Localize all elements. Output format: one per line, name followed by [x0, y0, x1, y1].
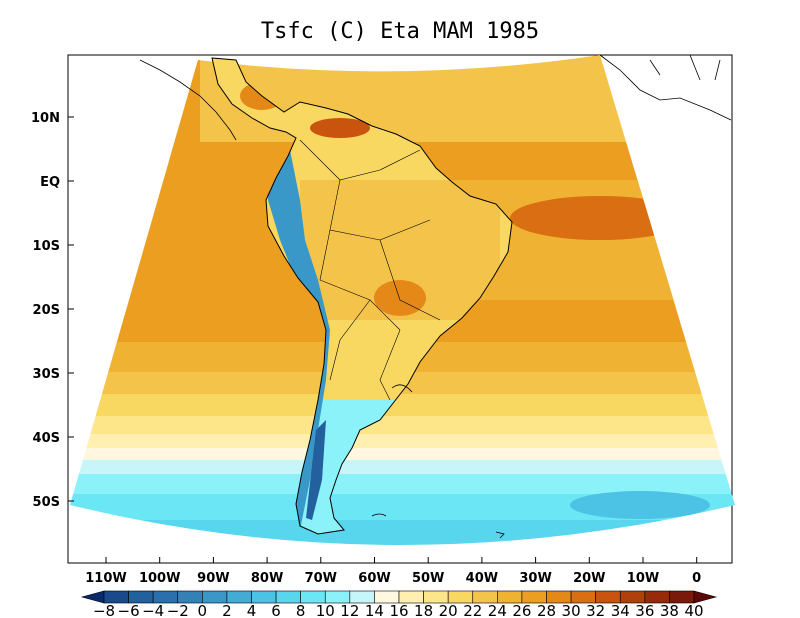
- lon-label: 80W: [251, 571, 283, 586]
- colorbar-label: 20: [439, 602, 458, 618]
- colorbar-label: 18: [414, 602, 433, 618]
- lon-label: 70W: [305, 571, 337, 586]
- map-title: Tsfc (C) Eta MAM 1985: [261, 19, 539, 44]
- lon-label: 30W: [519, 571, 551, 586]
- lat-label: 50S: [33, 495, 60, 510]
- colorbar-label: 40: [684, 602, 703, 618]
- colorbar-label: 24: [488, 602, 507, 618]
- colorbar-label: 4: [247, 602, 257, 618]
- colorbar-label: 30: [562, 602, 581, 618]
- colorbar: −8 −6 −4 −2 0 2 4 6 8 10 12 14 16 18 20 22 24 26 28 30 32 34 3…: [80, 590, 718, 618]
- latitude-axis: 10N EQ 10S 20S 30S 40S 50S: [31, 111, 74, 510]
- colorbar-label: 38: [660, 602, 679, 618]
- colorbar-label: −8: [93, 602, 115, 618]
- colorbar-label: 2: [222, 602, 232, 618]
- colorbar-label: 22: [463, 602, 482, 618]
- colorbar-label: −6: [118, 602, 140, 618]
- colorbar-label: 8: [296, 602, 306, 618]
- colorbar-label: −2: [167, 602, 189, 618]
- colorbar-label: 16: [389, 602, 408, 618]
- lat-label: 20S: [33, 303, 60, 318]
- lon-label: 100W: [139, 571, 180, 586]
- lon-label: 20W: [573, 571, 605, 586]
- colorbar-label: 14: [365, 602, 384, 618]
- colorbar-label: 10: [316, 602, 335, 618]
- colorbar-label: 6: [271, 602, 281, 618]
- colorbar-label: 26: [512, 602, 531, 618]
- colorbar-label: 36: [635, 602, 654, 618]
- lat-label: 10N: [31, 111, 60, 126]
- coastlines: [139, 54, 732, 539]
- lat-label: 40S: [33, 431, 60, 446]
- colorbar-cap-high: [693, 590, 718, 604]
- colorbar-label: 32: [586, 602, 605, 618]
- lon-label: 0: [692, 571, 701, 586]
- colorbar-label: 12: [340, 602, 359, 618]
- lon-label: 90W: [197, 571, 229, 586]
- colorbar-label: 28: [537, 602, 556, 618]
- lon-label: 40W: [466, 571, 498, 586]
- lon-label: 110W: [85, 571, 126, 586]
- lat-label: EQ: [40, 175, 60, 190]
- lat-label: 10S: [33, 239, 60, 254]
- lon-label: 10W: [627, 571, 659, 586]
- colorbar-label: −4: [142, 602, 164, 618]
- lon-label: 50W: [412, 571, 444, 586]
- lon-label: 60W: [358, 571, 390, 586]
- longitude-axis: 110W 100W 90W 80W 70W 60W 50W 40W 30W 20W 10W 0: [85, 557, 701, 586]
- colorbar-label: 0: [198, 602, 208, 618]
- lat-label: 30S: [33, 367, 60, 382]
- colorbar-label: 34: [611, 602, 630, 618]
